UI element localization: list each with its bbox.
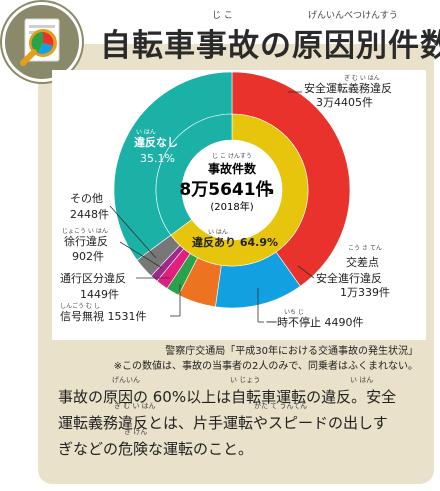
- label-other-name: その他: [70, 192, 103, 205]
- ruby-ijou: い じょう: [230, 376, 261, 384]
- arrow-icon: ↘: [263, 183, 275, 199]
- label-crossing-name-2: 安全進行違反: [316, 271, 382, 285]
- description-text-1: 事故の原因の 60%以上は自転車運転の違反。安全: [58, 388, 397, 406]
- title-ruby-jiko: じ こ: [212, 11, 233, 21]
- label-safe-duty-name: 安全運転義務違反: [304, 81, 392, 95]
- description-text-3: ぎなどの危険な運転のこと。: [58, 440, 254, 458]
- label-lane-name: 通行区分違反: [60, 272, 126, 285]
- center-label: 事故件数: [208, 161, 257, 176]
- label-no-violation-name: 違反なし: [134, 135, 178, 149]
- center-total: 8万5641件: [179, 179, 272, 200]
- label-crossing-name-1: 交差点: [346, 255, 379, 269]
- label-crossing-ruby: こう さ てん: [348, 245, 382, 252]
- description: 事故の原因の 60%以上は自転車運転の違反。安全 運転義務違反とは、片手運転やス…: [58, 376, 428, 462]
- ruby-genin: げんいん: [112, 376, 140, 384]
- label-lane-value: 1449件: [80, 288, 119, 301]
- center-ruby: じ こ けんすう: [212, 153, 252, 160]
- slice-inner-with-violation: [170, 113, 309, 267]
- label-no-violation-ruby: い はん: [136, 129, 156, 136]
- label-no-violation-value: 35.1%: [140, 152, 175, 165]
- label-slow-value: 902件: [72, 250, 104, 263]
- donut-chart: じ こ けんすう 事故件数 8万5641件 ↘ (2018年) ぎ む い はん…: [60, 71, 392, 329]
- center-year: (2018年): [210, 200, 253, 213]
- title-ruby-genin: げんいんべつけんすう: [308, 11, 398, 21]
- source-citation: 警察庁交通局「平成30年における交通事故の発生状況」: [165, 346, 418, 357]
- chart-area: じ こ けんすう 事故件数 8万5641件 ↘ (2018年) ぎ む い はん…: [52, 70, 426, 340]
- ruby-ihan: い はん: [350, 376, 374, 384]
- ruby-gimuihan: ぎ む い はん: [114, 402, 156, 410]
- description-line-2: 運転義務違反とは、片手運転やスピードの出しす: [58, 410, 428, 436]
- description-text-2: 運転義務違反とは、片手運転やスピードの出しす: [58, 414, 388, 432]
- center-hole: [182, 140, 282, 240]
- magnifier-chart-icon: [2, 2, 82, 82]
- ruby-katate: かた て うんてん: [254, 402, 308, 410]
- label-signal-ruby: しんごう む し: [60, 302, 100, 310]
- source-footnote: ※この数値は、事故の当事者の2人のみで、同乗者はふくまれない。: [113, 361, 418, 372]
- label-stop-name: 一時不停止 4490件: [266, 315, 364, 329]
- ruby-kiken: き けん: [124, 428, 148, 436]
- label-with-violation-ruby: い はん: [208, 229, 228, 236]
- outer-ring: [113, 71, 351, 309]
- label-signal-name: 信号無視 1531件: [60, 309, 147, 323]
- label-slow-name: 徐行違反: [64, 234, 108, 248]
- source-note: 警察庁交通局「平成30年における交通事故の発生状況」 ※この数値は、事故の当事者…: [114, 344, 418, 374]
- page-title: 自転車事故の原因別件数: [100, 28, 440, 64]
- description-line-1: 事故の原因の 60%以上は自転車運転の違反。安全: [58, 384, 428, 410]
- label-slow-ruby: じょこう い はん: [62, 228, 108, 235]
- description-line-3: ぎなどの危険な運転のこと。: [58, 436, 428, 462]
- label-with-violation: 違反あり 64.9%: [192, 235, 278, 249]
- label-safe-duty-value: 3万4405件: [316, 96, 373, 109]
- label-stop-ruby: いち じ: [284, 309, 304, 316]
- magnifier-icon: [20, 18, 60, 66]
- label-safe-duty-ruby: ぎ む い はん: [344, 74, 380, 82]
- label-other-value: 2448件: [70, 208, 109, 221]
- label-crossing-value: 1万339件: [340, 286, 390, 299]
